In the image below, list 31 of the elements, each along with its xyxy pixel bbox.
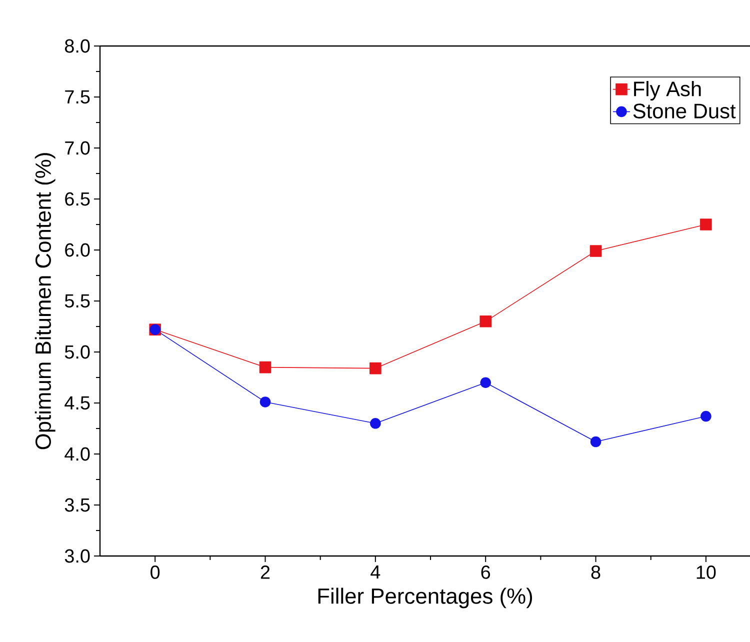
y-tick-label: 5.0 [64, 345, 90, 359]
legend-label: Fly Ash [634, 80, 701, 100]
x-tick-label: 0 [150, 566, 160, 579]
point [700, 410, 712, 422]
y-tick-label: 6.5 [65, 192, 90, 206]
x-axis-title: Filler Percentages (%) [318, 588, 532, 608]
y-tick-label: 7.5 [65, 90, 90, 104]
point [370, 418, 381, 429]
y-tick-label: 4.0 [64, 447, 90, 461]
x-tick-label: 2 [260, 566, 270, 579]
point [590, 245, 602, 257]
y-axis-title: Optimum Bitumen Content (%) [34, 153, 56, 450]
y-tick-label: 3.0 [64, 549, 90, 563]
point [480, 377, 491, 388]
x-tick-label: 4 [370, 566, 380, 579]
point [259, 361, 272, 374]
y-tick-label: 3.5 [64, 498, 90, 512]
point [480, 316, 492, 328]
y-tick-label: 5.5 [64, 294, 90, 308]
x-tick-label: 10 [696, 566, 716, 579]
point [700, 218, 712, 230]
y-tick-label: 6.0 [65, 243, 90, 257]
point [260, 396, 271, 408]
y-tick-label: 7.0 [65, 141, 90, 155]
y-tick-label: 8.0 [64, 39, 90, 53]
x-tick-label: 8 [591, 566, 600, 579]
y-tick-label: 4.5 [64, 396, 90, 410]
x-tick-label: 6 [481, 566, 490, 579]
point [590, 436, 602, 448]
legend-label: Stone Dust [633, 104, 736, 118]
point [370, 362, 382, 374]
